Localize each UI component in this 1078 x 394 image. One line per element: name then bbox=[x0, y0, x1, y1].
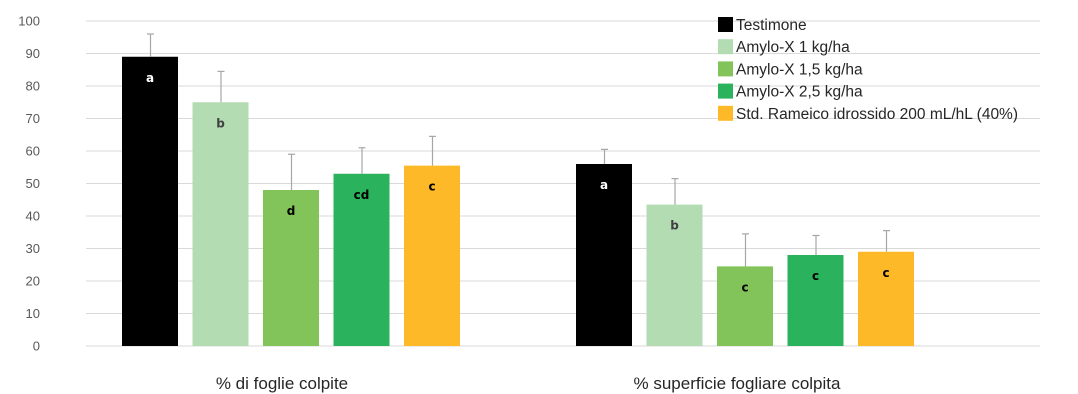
y-tick-label: 40 bbox=[26, 209, 40, 224]
y-tick-label: 50 bbox=[26, 176, 40, 191]
bar-significance-label: a bbox=[146, 71, 154, 85]
bar-significance-label: c bbox=[812, 269, 819, 283]
bars bbox=[122, 56, 914, 346]
y-tick-label: 90 bbox=[26, 46, 40, 61]
bar bbox=[122, 56, 178, 346]
legend-label: Amylo-X 2,5 kg/ha bbox=[736, 84, 863, 101]
x-category-label: % di foglie colpite bbox=[216, 374, 348, 393]
bar-significance-label: a bbox=[600, 178, 608, 192]
legend-swatch bbox=[718, 17, 733, 32]
y-tick-label: 100 bbox=[18, 14, 40, 29]
legend-label: Amylo-X 1 kg/ha bbox=[736, 39, 850, 56]
x-category-label: % superficie fogliare colpita bbox=[634, 374, 841, 393]
x-axis-categories: % di foglie colpite % superficie fogliare… bbox=[216, 374, 841, 393]
bar-significance-label: c bbox=[741, 280, 748, 294]
legend-label: Std. Rameico idrossido 200 mL/hL (40%) bbox=[736, 106, 1018, 123]
bar-significance-label: c bbox=[882, 266, 889, 280]
legend-swatch bbox=[718, 83, 733, 99]
bar bbox=[717, 266, 773, 346]
legend: Testimone Amylo-X 1 kg/ha Amylo-X 1,5 kg/h… bbox=[718, 17, 1018, 123]
error-bars bbox=[147, 33, 890, 267]
bar-significance-label: c bbox=[428, 180, 435, 194]
y-tick-label: 10 bbox=[26, 306, 40, 321]
legend-label: Amylo-X 1,5 kg/ha bbox=[736, 61, 863, 78]
legend-label: Testimone bbox=[736, 17, 807, 34]
y-tick-label: 30 bbox=[26, 241, 40, 256]
bar-significance-label: b bbox=[670, 219, 679, 233]
y-tick-label: 80 bbox=[26, 79, 40, 94]
y-axis-ticks: 0 10 20 30 40 50 60 70 80 90 100 bbox=[18, 14, 40, 354]
bar bbox=[333, 173, 390, 346]
bar bbox=[263, 190, 319, 346]
bar-significance-label: cd bbox=[354, 188, 370, 202]
bar bbox=[576, 164, 632, 346]
legend-swatch bbox=[718, 105, 733, 121]
y-tick-label: 20 bbox=[26, 274, 40, 289]
bar-labels: a a b b d c cd c c c bbox=[146, 71, 890, 295]
bar bbox=[646, 204, 703, 346]
bar-significance-label: b bbox=[216, 116, 225, 130]
bar bbox=[858, 251, 914, 346]
y-tick-label: 70 bbox=[26, 111, 40, 126]
bar bbox=[192, 102, 249, 346]
bar-significance-label: d bbox=[287, 204, 296, 218]
legend-swatch bbox=[718, 61, 733, 77]
bar bbox=[787, 255, 844, 346]
y-tick-label: 0 bbox=[33, 339, 40, 354]
bar bbox=[404, 165, 460, 346]
legend-swatch bbox=[718, 39, 733, 55]
y-tick-label: 60 bbox=[26, 144, 40, 159]
